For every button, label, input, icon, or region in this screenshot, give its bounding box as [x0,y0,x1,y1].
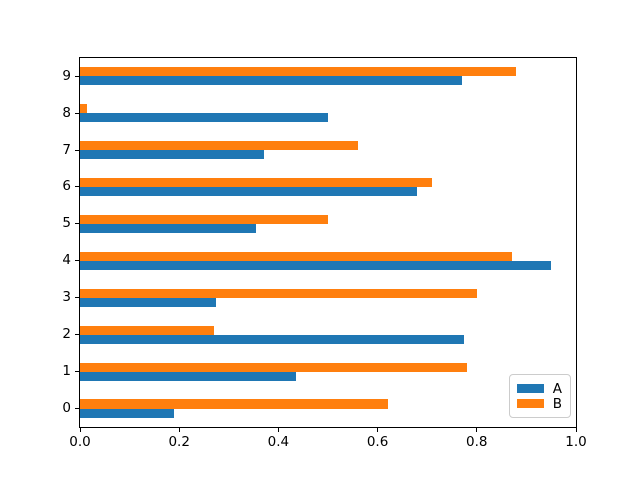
y-tick-mark [75,260,79,262]
x-tick-mark [377,428,379,433]
x-tick-label: 0.8 [466,434,488,451]
bar-A-4 [80,260,552,271]
legend-swatch-A [517,383,544,394]
bar-B-1 [80,362,467,372]
bar-B-6 [80,177,433,187]
bar-A-0 [80,408,175,418]
bar-A-2 [80,334,465,345]
y-tick-mark [75,371,79,373]
legend-item-B: B [517,396,562,411]
bar-B-8 [80,103,87,114]
bar-A-1 [80,371,296,381]
y-tick-mark [75,149,79,151]
y-tick-label: 4 [62,252,71,269]
legend-item-A: A [517,381,562,396]
y-tick-mark [75,334,79,336]
bar-A-5 [80,223,257,234]
bar-A-6 [80,186,418,197]
bar-A-8 [80,113,328,123]
bar-A-9 [80,76,462,86]
bar-B-0 [80,399,388,409]
y-tick-label: 7 [62,141,71,158]
y-tick-mark [75,75,79,77]
bar-B-9 [80,66,517,77]
bar-B-5 [80,214,328,224]
x-tick-label: 0.2 [168,434,190,451]
bar-A-3 [80,297,217,308]
x-tick-mark [79,428,81,433]
y-tick-mark [75,297,79,299]
x-tick-mark [575,428,577,433]
legend-label: B [552,395,562,412]
x-tick-mark [178,428,180,433]
legend-swatch-B [517,398,544,409]
x-tick-label: 0.4 [267,434,290,451]
y-tick-mark [75,223,79,225]
y-tick-mark [75,112,79,114]
y-tick-label: 8 [62,104,71,121]
y-tick-label: 0 [62,400,71,417]
x-tick-mark [277,428,279,433]
bar-B-2 [80,325,214,335]
bar-B-7 [80,140,358,150]
y-tick-mark [75,186,79,188]
y-tick-label: 6 [62,178,71,195]
y-tick-label: 3 [62,289,71,306]
bar-A-7 [80,150,264,160]
y-tick-label: 2 [62,326,71,343]
y-tick-label: 9 [62,67,71,84]
bar-B-4 [80,251,512,261]
y-tick-label: 1 [62,363,71,380]
bar-B-3 [80,288,477,298]
x-tick-label: 0.0 [69,434,91,451]
y-tick-mark [75,408,79,410]
y-tick-label: 5 [62,215,71,232]
legend-label: A [552,380,562,397]
x-tick-label: 0.6 [366,434,389,451]
x-tick-mark [476,428,478,433]
x-tick-label: 1.0 [565,434,587,451]
